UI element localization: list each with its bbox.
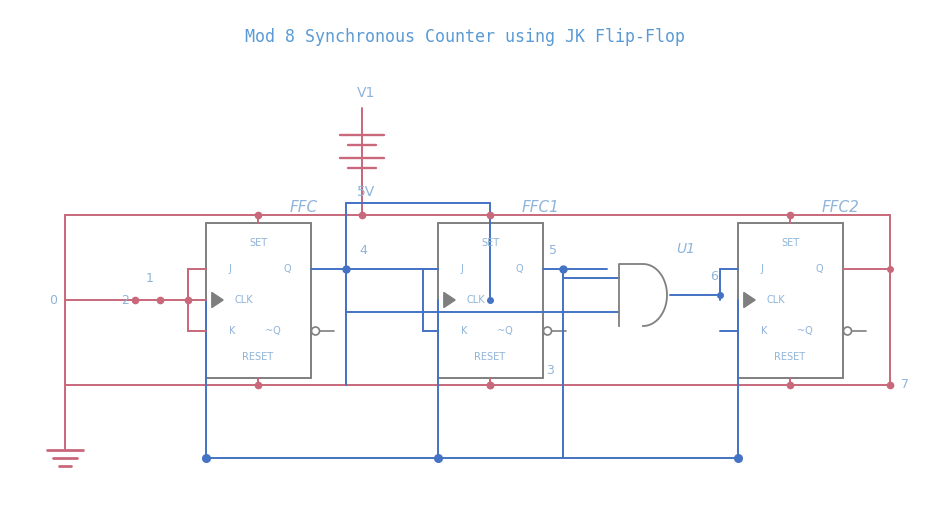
Text: 6: 6 <box>711 270 719 284</box>
Polygon shape <box>212 293 223 307</box>
Text: U1: U1 <box>677 242 696 256</box>
Text: K: K <box>460 326 467 336</box>
Bar <box>737 222 843 378</box>
Text: K: K <box>761 326 767 336</box>
Text: RESET: RESET <box>775 352 805 362</box>
Text: 4: 4 <box>360 244 367 258</box>
Text: K: K <box>229 326 235 336</box>
Bar <box>206 222 311 378</box>
Text: 5V: 5V <box>357 185 375 199</box>
Text: SET: SET <box>249 238 267 248</box>
Bar <box>437 222 542 378</box>
Text: CLK: CLK <box>235 295 254 305</box>
Text: Mod 8 Synchronous Counter using JK Flip-Flop: Mod 8 Synchronous Counter using JK Flip-… <box>245 28 685 46</box>
Text: ~Q: ~Q <box>797 326 813 336</box>
Text: Q: Q <box>516 264 524 274</box>
Text: ~Q: ~Q <box>498 326 513 336</box>
Text: V1: V1 <box>357 86 376 100</box>
Polygon shape <box>744 293 755 307</box>
Text: 5: 5 <box>549 244 556 258</box>
Text: CLK: CLK <box>467 295 485 305</box>
Text: Q: Q <box>284 264 292 274</box>
Text: J: J <box>761 264 764 274</box>
Text: Q: Q <box>816 264 824 274</box>
Text: 1: 1 <box>146 271 154 285</box>
Text: 0: 0 <box>49 294 57 306</box>
Polygon shape <box>444 293 455 307</box>
Text: FFC2: FFC2 <box>821 200 859 214</box>
Text: ~Q: ~Q <box>265 326 281 336</box>
Text: RESET: RESET <box>474 352 506 362</box>
Text: 2: 2 <box>121 294 129 306</box>
Text: J: J <box>460 264 463 274</box>
Text: SET: SET <box>781 238 799 248</box>
Text: J: J <box>229 264 232 274</box>
Text: RESET: RESET <box>243 352 273 362</box>
Text: SET: SET <box>481 238 499 248</box>
Text: CLK: CLK <box>767 295 786 305</box>
Text: 7: 7 <box>901 379 909 391</box>
Polygon shape <box>619 264 667 326</box>
Text: FFC1: FFC1 <box>522 200 559 214</box>
Text: 3: 3 <box>546 363 554 377</box>
Text: FFC: FFC <box>289 200 318 214</box>
